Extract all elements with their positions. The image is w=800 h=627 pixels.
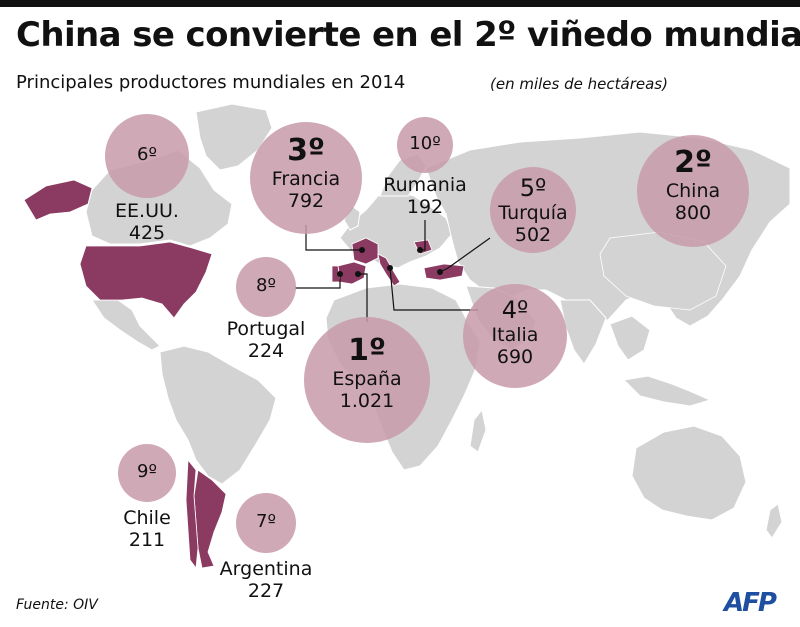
bubble-turquia <box>490 167 576 253</box>
label-rumania-rank: 10º <box>375 133 475 155</box>
label-rumania: Rumania 192 <box>365 174 485 218</box>
country-name-espana: España <box>332 368 402 390</box>
label-argentina: Argentina 227 <box>196 558 336 602</box>
dot-francia <box>359 247 365 253</box>
label-eeuu: EE.UU. 425 <box>97 200 197 244</box>
rank-rumania: 10º <box>409 133 441 154</box>
country-france <box>351 237 379 265</box>
rank-portugal: 8º <box>256 275 276 296</box>
value-rumania: 192 <box>406 196 444 218</box>
label-portugal: Portugal 224 <box>200 318 332 362</box>
country-chile <box>185 458 199 570</box>
label-francia: 3º Francia 792 <box>246 133 366 213</box>
country-name-turquia: Turquía <box>498 202 568 224</box>
land-se-asia <box>609 315 651 361</box>
top-rule <box>0 0 800 7</box>
label-chile-rank: 9º <box>97 461 197 483</box>
bubble-argentina <box>236 493 296 553</box>
country-name-chile: Chile <box>123 507 171 529</box>
country-alaska <box>23 179 93 221</box>
rank-china: 2º <box>674 145 712 180</box>
bubble-francia <box>250 122 362 234</box>
unit-note: (en miles de hectáreas) <box>490 75 668 93</box>
rank-chile: 9º <box>137 461 157 482</box>
label-chile: Chile 211 <box>97 507 197 551</box>
country-name-francia: Francia <box>271 168 341 190</box>
dot-portugal <box>337 271 343 277</box>
label-turquia: 5º Turquía 502 <box>473 174 593 246</box>
rank-eeuu: 6º <box>137 144 157 165</box>
land-india <box>559 299 607 365</box>
map-subtitle: Principales productores mundiales en 201… <box>16 72 406 93</box>
land-south-america <box>159 345 277 485</box>
value-chile: 211 <box>128 529 166 551</box>
map-title: China se convierte en el 2º viñedo mundi… <box>16 15 800 55</box>
bubble-china <box>637 135 749 247</box>
rank-espana: 1º <box>348 333 386 368</box>
rank-turquia: 5º <box>519 174 547 202</box>
land-mexico <box>91 299 161 351</box>
label-portugal-rank: 8º <box>216 275 316 297</box>
label-china: 2º China 800 <box>633 145 753 225</box>
bubble-chile <box>118 444 176 502</box>
country-turkey <box>423 263 465 281</box>
land-madagascar <box>469 408 487 453</box>
bubble-espana <box>304 317 430 443</box>
dot-espana <box>355 271 361 277</box>
rank-francia: 3º <box>287 133 325 168</box>
value-china: 800 <box>674 202 712 224</box>
country-name-china: China <box>665 180 721 202</box>
bubble-italia <box>463 284 567 388</box>
label-argentina-rank: 7º <box>216 511 316 533</box>
land-new-zealand <box>765 503 783 539</box>
dot-italia <box>387 265 393 271</box>
value-argentina: 227 <box>247 580 285 602</box>
dot-turquia <box>437 269 443 275</box>
value-turquia: 502 <box>514 224 552 246</box>
afp-logo: AFP <box>724 588 777 618</box>
label-eeuu-rank: 6º <box>97 144 197 166</box>
value-italia: 690 <box>496 346 534 368</box>
value-portugal: 224 <box>247 340 285 362</box>
label-italia: 4º Italia 690 <box>455 296 575 368</box>
rank-italia: 4º <box>501 296 529 324</box>
label-espana: 1º España 1.021 <box>307 333 427 413</box>
rank-argentina: 7º <box>256 511 276 532</box>
country-name-argentina: Argentina <box>219 558 313 580</box>
country-name-italia: Italia <box>491 324 539 346</box>
dot-rumania <box>417 247 423 253</box>
country-name-portugal: Portugal <box>226 318 306 340</box>
value-eeuu: 425 <box>128 222 166 244</box>
land-greenland <box>195 103 273 171</box>
bubble-portugal <box>236 257 296 317</box>
bubble-rumania <box>397 117 453 173</box>
bubble-eeuu <box>105 114 189 198</box>
land-australia <box>631 425 747 521</box>
leader-portugal <box>295 274 341 289</box>
leader-italia <box>389 267 478 311</box>
source-note: Fuente: OIV <box>16 597 98 613</box>
country-name-eeuu: EE.UU. <box>115 200 179 222</box>
land-indonesia <box>622 375 712 407</box>
country-usa <box>79 241 213 319</box>
value-espana: 1.021 <box>339 390 395 412</box>
value-francia: 792 <box>287 190 325 212</box>
country-name-rumania: Rumania <box>383 174 467 196</box>
